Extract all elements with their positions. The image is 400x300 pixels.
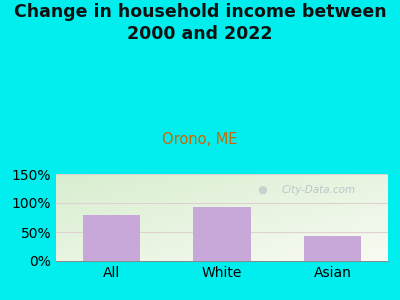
Bar — [82, 215, 140, 261]
Bar — [304, 236, 362, 261]
Text: ●: ● — [257, 185, 267, 195]
Text: Change in household income between
2000 and 2022: Change in household income between 2000 … — [14, 3, 386, 43]
Text: Orono, ME: Orono, ME — [162, 132, 238, 147]
Text: City-Data.com: City-Data.com — [282, 185, 356, 195]
Bar — [193, 207, 251, 261]
